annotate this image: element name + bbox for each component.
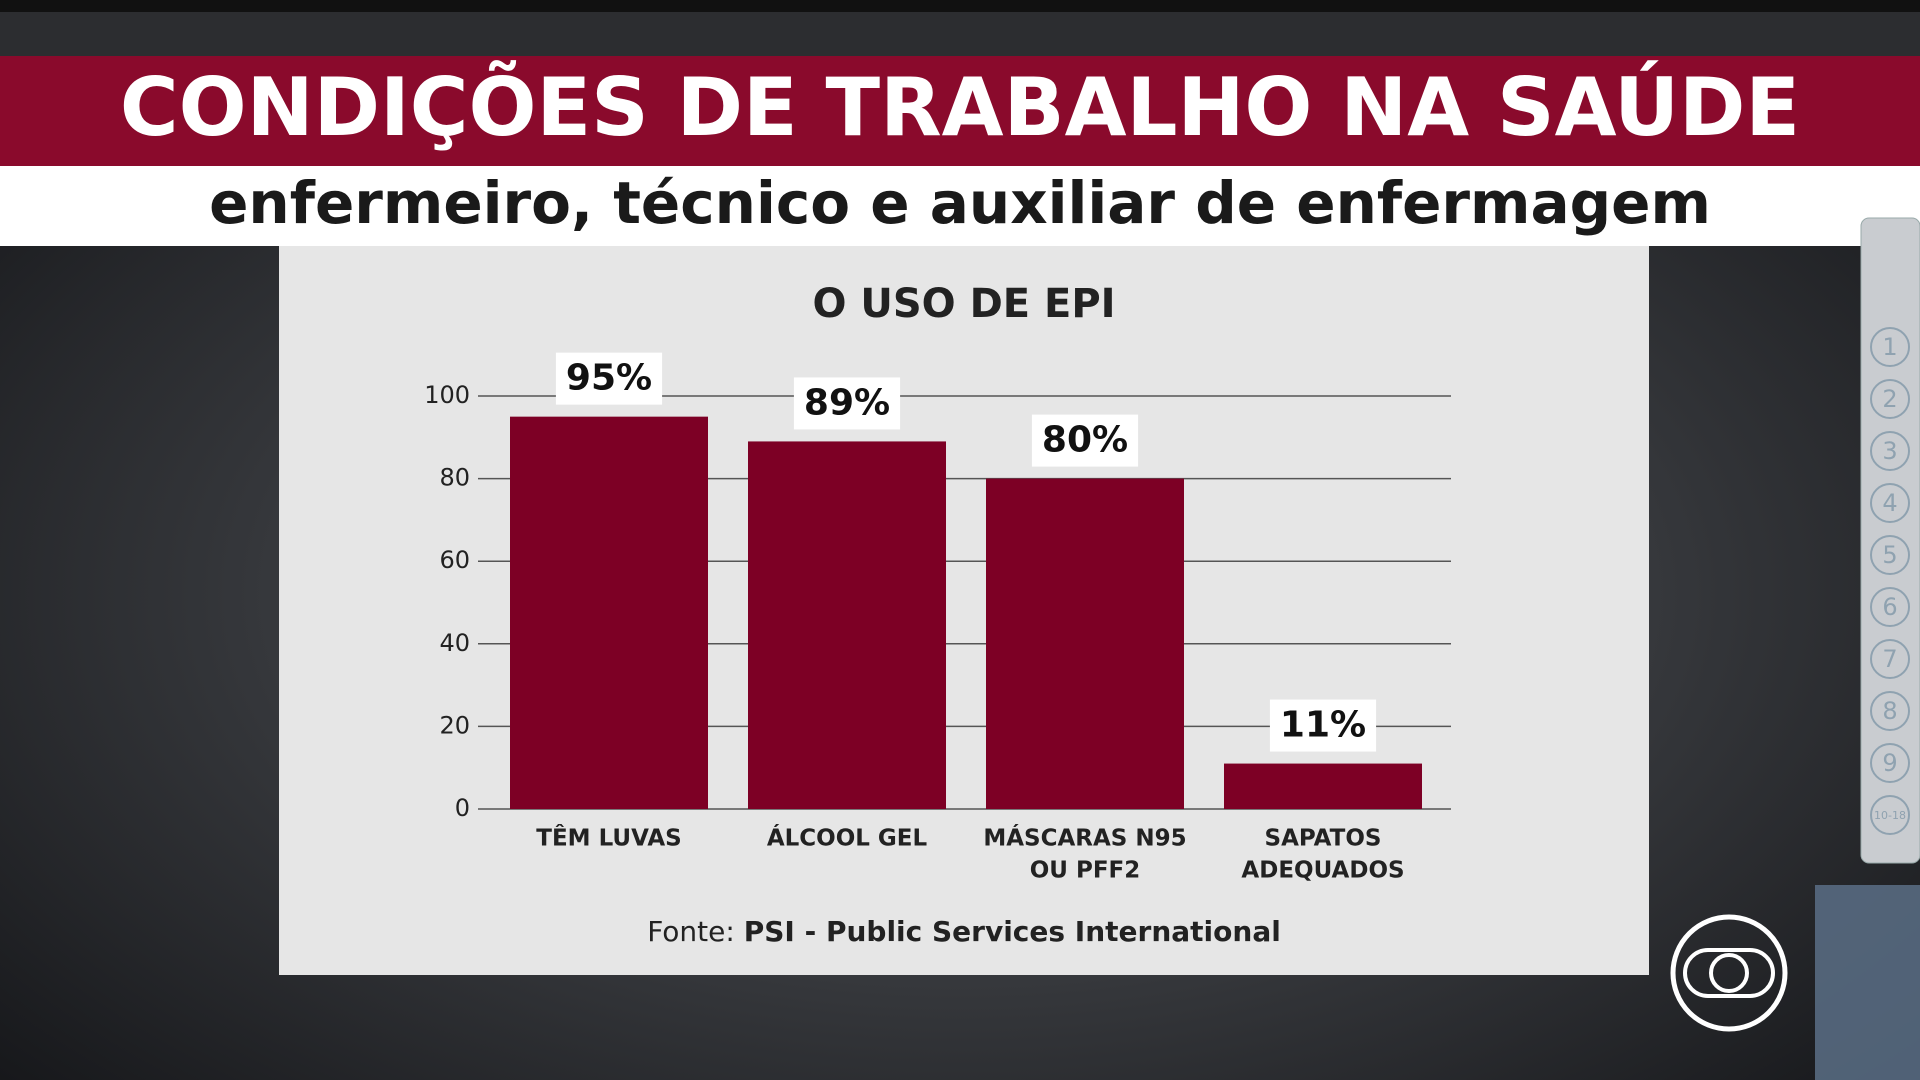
header-subtitle: enfermeiro, técnico e auxiliar de enferm… <box>209 169 1711 237</box>
side-menu-item <box>1870 483 1910 523</box>
x-tick-label: SAPATOS <box>1265 826 1382 852</box>
x-tick-label: ÁLCOOL GEL <box>767 824 928 852</box>
value-label-box <box>1269 699 1377 752</box>
y-tick-label: 100 <box>424 381 470 409</box>
bar <box>1224 763 1422 809</box>
value-label: 11% <box>1280 705 1366 746</box>
source-name: PSI - Public Services International <box>744 915 1281 948</box>
side-menu-item <box>1870 535 1910 575</box>
chart-title: O USO DE EPI <box>812 281 1115 327</box>
source: Fonte: PSI - Public Services Internation… <box>647 915 1281 948</box>
subtitle-band <box>0 166 1920 246</box>
bottom-icons <box>1815 885 1920 1080</box>
value-label: 89% <box>804 382 890 423</box>
side-menu-item <box>1870 743 1910 783</box>
side-menu-label: 7 <box>1882 645 1897 673</box>
x-tick-label: OU PFF2 <box>1030 858 1141 884</box>
logo-screen <box>1683 948 1775 998</box>
side-menu-label: 5 <box>1882 541 1897 569</box>
bar <box>748 441 946 809</box>
y-tick-label: 40 <box>439 629 470 657</box>
side-menu-item <box>1870 379 1910 419</box>
side-menu-item <box>1870 431 1910 471</box>
side-menu-label: 1 <box>1882 333 1897 361</box>
bar <box>510 416 708 809</box>
value-label-box <box>793 377 901 430</box>
x-tick-label: TÊM LUVAS <box>536 824 681 852</box>
value-label: 95% <box>566 358 652 399</box>
y-tick-label: 60 <box>439 546 470 574</box>
header-title: CONDIÇÕES DE TRABALHO NA SAÚDE <box>120 60 1800 154</box>
side-panel <box>1860 217 1920 864</box>
logo-eye <box>1709 953 1749 993</box>
top-edge <box>0 0 1920 12</box>
side-menu-item <box>1870 639 1910 679</box>
chart-panel <box>279 246 1649 975</box>
logo-ring <box>1670 914 1788 1032</box>
side-menu-item <box>1870 795 1910 835</box>
value-label: 80% <box>1042 420 1128 461</box>
side-menu-item <box>1870 587 1910 627</box>
side-menu-label: 10-18 <box>1874 809 1906 822</box>
side-menu-label: 6 <box>1882 593 1897 621</box>
y-tick-label: 80 <box>439 464 470 492</box>
title-band <box>0 56 1920 166</box>
side-menu-label: 3 <box>1882 437 1897 465</box>
source-prefix: Fonte: <box>647 915 735 948</box>
side-menu-label: 2 <box>1882 385 1897 413</box>
bar <box>986 478 1184 809</box>
x-tick-label: MÁSCARAS N95 <box>983 824 1186 852</box>
value-label-box <box>1031 414 1139 467</box>
side-menu-item <box>1870 327 1910 367</box>
side-menu-label: 8 <box>1882 697 1897 725</box>
side-menu-item <box>1870 691 1910 731</box>
value-label-box <box>555 352 663 405</box>
side-menu-label: 4 <box>1882 489 1897 517</box>
top-bar <box>0 12 1920 56</box>
y-tick-label: 0 <box>455 794 470 822</box>
side-menu-label: 9 <box>1882 749 1897 777</box>
y-tick-label: 20 <box>439 711 470 739</box>
x-tick-label: ADEQUADOS <box>1241 858 1404 884</box>
